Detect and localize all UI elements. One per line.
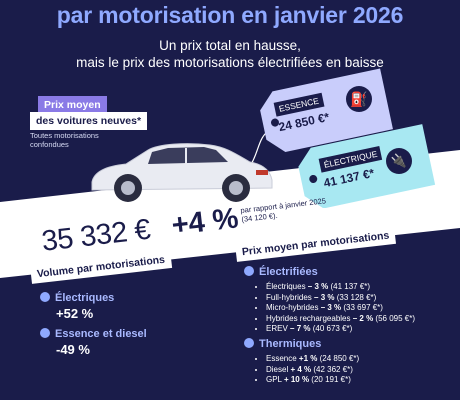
list-item: Essence +1 % (24 850 €*)	[266, 354, 359, 365]
item-pct: +1 %	[298, 354, 318, 363]
item-name: EREV	[266, 324, 291, 333]
item-name: Hybrides rechargeables	[266, 313, 353, 323]
volume-electric-label: Électriques	[40, 292, 114, 304]
item-price: (24 850 €*)	[317, 354, 360, 363]
list-item: Full-hybrides – 3 % (33 128 €*)	[266, 293, 415, 304]
list-item: GPL + 10 % (20 191 €*)	[266, 375, 359, 386]
fuel-icon	[40, 328, 50, 339]
item-price: (33 697 €*)	[341, 303, 383, 312]
item-pct: – 3 %	[320, 303, 342, 312]
charging-plug-icon: 🔌	[386, 148, 412, 174]
list-item: Micro-hybrides – 3 % (33 697 €*)	[266, 303, 415, 314]
item-price: (56 095 €*)	[373, 313, 415, 323]
thermal-list: Essence +1 % (24 850 €*)Diesel + 4 % (42…	[252, 354, 359, 386]
thermal-label: Thermiques	[244, 338, 321, 350]
fuel-pump-icon: ⛽	[346, 86, 372, 112]
subtitle-line-2: mais le prix des motorisations électrifi…	[76, 55, 384, 70]
car-illustration	[91, 143, 273, 202]
list-item: Diesel + 4 % (42 362 €*)	[266, 365, 359, 376]
list-item: Hybrides rechargeables – 2 % (56 095 €*)	[266, 314, 415, 325]
item-price: (40 673 €*)	[310, 324, 353, 333]
volume-ice-value: -49 %	[56, 342, 90, 357]
subtitle-line-1: Un prix total en hausse,	[159, 38, 301, 53]
plug-icon	[244, 266, 254, 277]
item-pct: + 4 %	[290, 364, 312, 374]
avg-price-note-1: Toutes motorisations	[30, 131, 99, 140]
item-price: (42 362 €*)	[311, 364, 353, 374]
avg-price-note-2: confondues	[30, 140, 69, 149]
electrified-list: Électriques – 3 % (41 137 €*)Full-hybrid…	[252, 282, 415, 335]
item-pct: – 7 %	[290, 324, 311, 333]
item-name: Micro-hybrides	[266, 303, 321, 312]
item-pct: – 2 %	[352, 313, 374, 323]
electrified-text: Électrifiées	[259, 266, 318, 278]
item-name: GPL	[266, 375, 284, 384]
item-name: Full-hybrides	[266, 292, 315, 302]
item-name: Essence	[266, 354, 299, 363]
volume-ice-label: Essence et diesel	[40, 328, 147, 340]
item-price: (20 191 €*)	[309, 375, 351, 384]
item-price: (41 137 €*)	[328, 282, 371, 291]
volume-electric-text: Électriques	[55, 292, 115, 304]
thermal-text: Thermiques	[259, 338, 322, 350]
avg-price-label: Prix moyen	[38, 96, 107, 114]
fuel-icon	[244, 338, 254, 349]
volume-electric-value: +52 %	[56, 306, 94, 321]
plug-icon	[40, 292, 50, 303]
list-item: Électriques – 3 % (41 137 €*)	[266, 282, 415, 293]
volume-ice-text: Essence et diesel	[55, 328, 147, 340]
avg-price-sublabel: des voitures neuves*	[30, 112, 148, 130]
item-pct: + 10 %	[283, 375, 310, 384]
list-item: EREV – 7 % (40 673 €*)	[266, 324, 415, 335]
item-price: (33 128 €*)	[334, 292, 377, 302]
item-pct: – 3 %	[314, 292, 335, 302]
item-pct: – 3 %	[307, 282, 329, 291]
item-name: Électriques	[266, 282, 308, 291]
page-title: par motorisation en janvier 2026	[56, 2, 404, 28]
item-name: Diesel	[266, 364, 291, 374]
electrified-label: Électrifiées	[244, 266, 318, 278]
